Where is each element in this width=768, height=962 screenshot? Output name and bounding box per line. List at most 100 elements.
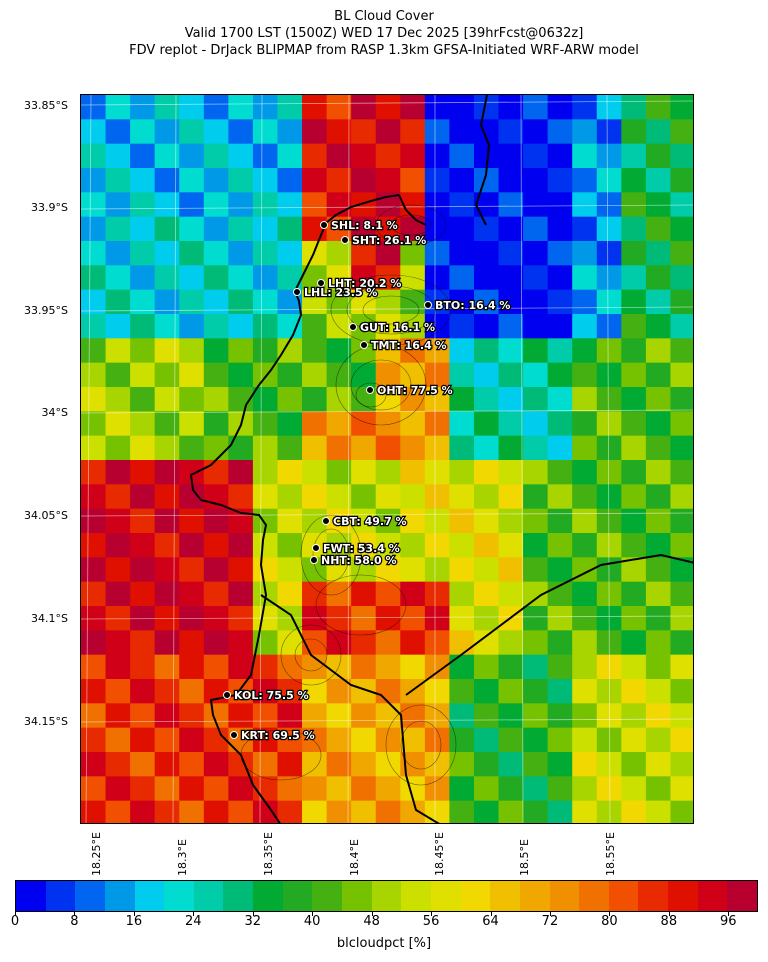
grid-cell [228, 533, 254, 558]
grid-cell [547, 241, 573, 266]
grid-cell [179, 216, 205, 242]
grid-cell [523, 314, 549, 339]
colorbar-tick-mark [15, 912, 16, 916]
grid-cell [179, 508, 205, 534]
grid-cell [351, 508, 377, 534]
grid-cell [523, 727, 549, 753]
grid-cell [498, 581, 524, 607]
grid-cell [326, 95, 352, 120]
grid-cell [621, 435, 647, 461]
grid-cell [277, 435, 303, 461]
grid-cell [400, 95, 426, 120]
grid-cell [523, 606, 549, 631]
grid-cell [252, 265, 278, 291]
grid-cell [302, 95, 328, 120]
grid-cell [130, 752, 156, 777]
grid-cell [326, 630, 352, 656]
grid-cell [130, 241, 156, 266]
station-label-lhl: LHL: 23.5 % [304, 286, 377, 299]
grid-cell [228, 460, 254, 485]
grid-cell [670, 776, 693, 802]
grid-cell [179, 265, 205, 291]
grid-cell [154, 557, 180, 583]
grid-cell [473, 362, 500, 388]
grid-cell [572, 119, 598, 145]
grid-cell [130, 703, 156, 729]
grid-cell [154, 654, 180, 680]
grid-cell [572, 143, 598, 169]
grid-cell [203, 387, 229, 412]
grid-cell [277, 679, 303, 704]
grid-cell [400, 387, 426, 412]
grid-cell [596, 533, 622, 558]
grid-cell [400, 606, 426, 631]
grid-cell [424, 411, 450, 437]
station-label-cbt: CBT: 49.7 % [333, 515, 407, 528]
grid-cell [203, 435, 229, 461]
grid-cell [473, 800, 500, 823]
grid-cell [105, 314, 131, 339]
grid-cell [621, 703, 647, 729]
grid-cell [424, 314, 450, 339]
grid-cell [498, 119, 524, 145]
grid-cell [130, 776, 156, 802]
grid-cell [130, 338, 156, 364]
grid-cell [105, 581, 131, 607]
colorbar-tick-label: 96 [719, 914, 737, 929]
grid-cell [449, 314, 475, 339]
grid-cell [449, 387, 475, 412]
grid-cell [252, 752, 278, 777]
grid-cell [326, 484, 352, 510]
grid-cell [473, 484, 500, 510]
grid-cell [449, 265, 475, 291]
grid-cell [375, 752, 401, 777]
grid-cell [473, 581, 500, 607]
grid-cell [424, 533, 450, 558]
grid-cell [302, 630, 328, 656]
station-marker-oht [366, 386, 374, 394]
grid-cell [523, 654, 549, 680]
grid-cell [596, 508, 622, 534]
grid-cell [81, 703, 107, 729]
colorbar-tick-label: 24 [185, 914, 202, 929]
grid-cell [400, 289, 426, 315]
colorbar-swatch [549, 881, 580, 911]
grid-cell [621, 533, 647, 558]
grid-cell [645, 679, 671, 704]
grid-cell [473, 752, 500, 777]
grid-cell [572, 484, 598, 510]
grid-cell [547, 703, 573, 729]
grid-cell [596, 752, 622, 777]
grid-cell [375, 679, 401, 704]
grid-cell [621, 460, 647, 485]
grid-cell [449, 703, 475, 729]
grid-cell [498, 460, 524, 485]
grid-cell [203, 289, 229, 315]
grid-cell [105, 533, 131, 558]
grid-cell [523, 533, 549, 558]
grid-cell [424, 119, 450, 145]
grid-cell [81, 411, 107, 437]
grid-cell [351, 241, 377, 266]
grid-cell [572, 411, 598, 437]
grid-cell [400, 460, 426, 485]
colorbar-swatch [342, 881, 372, 911]
station-marker-bto [424, 301, 432, 309]
grid-cell [326, 314, 352, 339]
grid-cell [547, 265, 573, 291]
grid-cell [375, 143, 401, 169]
grid-cell [621, 800, 647, 823]
grid-cell [81, 265, 107, 291]
grid-cell [375, 435, 401, 461]
grid-cell [81, 630, 107, 656]
grid-cell [351, 119, 377, 145]
grid-cell [547, 338, 573, 364]
station-marker-fwt [312, 544, 320, 552]
station-marker-lht [317, 279, 325, 287]
grid-cell [572, 460, 598, 485]
grid-cell [228, 216, 254, 242]
colorbar-tick-mark [193, 912, 195, 916]
grid-cell [400, 265, 426, 291]
colorbar-tick-label: 0 [10, 914, 20, 929]
grid-cell [277, 314, 303, 339]
